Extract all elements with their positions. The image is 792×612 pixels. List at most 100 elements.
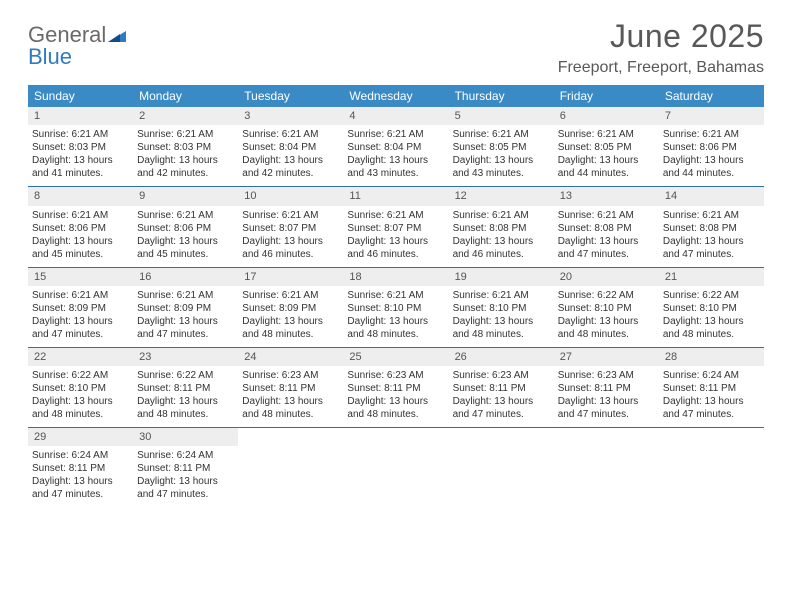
day-number-bar: 30	[133, 428, 238, 446]
sunrise-line: Sunrise: 6:24 AM	[137, 449, 234, 462]
day-cell: 13Sunrise: 6:21 AMSunset: 8:08 PMDayligh…	[554, 187, 659, 266]
day-number: 23	[139, 351, 151, 363]
sunrise-line: Sunrise: 6:21 AM	[242, 209, 339, 222]
dow-sunday: Sunday	[28, 85, 133, 107]
sunrise-line: Sunrise: 6:21 AM	[137, 209, 234, 222]
day-number-bar: 25	[343, 348, 448, 366]
day-number-bar: 10	[238, 187, 343, 205]
sunrise-line: Sunrise: 6:21 AM	[32, 289, 129, 302]
sunset-line: Sunset: 8:11 PM	[453, 382, 550, 395]
sunrise-line: Sunrise: 6:21 AM	[137, 128, 234, 141]
day-cell: 1 Sunrise: 6:21 AMSunset: 8:03 PMDaylight…	[28, 107, 133, 186]
sunrise-line: Sunrise: 6:22 AM	[137, 369, 234, 382]
day-number: 21	[665, 271, 677, 283]
day-number: 24	[244, 351, 256, 363]
sunset-line: Sunset: 8:06 PM	[32, 222, 129, 235]
day-number-bar: 8	[28, 187, 133, 205]
day-number: 14	[665, 190, 677, 202]
sunset-line: Sunset: 8:11 PM	[32, 462, 129, 475]
day-number: 10	[244, 190, 256, 202]
brand-text: General Blue	[28, 24, 126, 68]
sunrise-line: Sunrise: 6:23 AM	[242, 369, 339, 382]
day-number-bar: 21	[659, 268, 764, 286]
day-number: 25	[349, 351, 361, 363]
sunrise-line: Sunrise: 6:21 AM	[663, 209, 760, 222]
daylight-line: Daylight: 13 hours and 48 minutes.	[32, 395, 129, 421]
sunset-line: Sunset: 8:11 PM	[242, 382, 339, 395]
day-number: 26	[455, 351, 467, 363]
day-number-bar: 22	[28, 348, 133, 366]
sunset-line: Sunset: 8:11 PM	[137, 462, 234, 475]
day-cell: 17Sunrise: 6:21 AMSunset: 8:09 PMDayligh…	[238, 268, 343, 347]
daylight-line: Daylight: 13 hours and 42 minutes.	[137, 154, 234, 180]
day-number: 5	[455, 110, 461, 122]
day-number-bar: 23	[133, 348, 238, 366]
day-number-bar: 11	[343, 187, 448, 205]
week-row: 15Sunrise: 6:21 AMSunset: 8:09 PMDayligh…	[28, 268, 764, 348]
sunset-line: Sunset: 8:10 PM	[347, 302, 444, 315]
sunrise-line: Sunrise: 6:21 AM	[453, 289, 550, 302]
day-number: 7	[665, 110, 671, 122]
day-number-bar: 18	[343, 268, 448, 286]
sunrise-line: Sunrise: 6:21 AM	[453, 209, 550, 222]
daylight-line: Daylight: 13 hours and 46 minutes.	[453, 235, 550, 261]
day-number: 13	[560, 190, 572, 202]
daylight-line: Daylight: 13 hours and 48 minutes.	[347, 315, 444, 341]
dow-thursday: Thursday	[449, 85, 554, 107]
day-number: 3	[244, 110, 250, 122]
header: General Blue June 2025 Freeport, Freepor…	[28, 18, 764, 77]
day-number-bar: 2	[133, 107, 238, 125]
sunrise-line: Sunrise: 6:21 AM	[32, 128, 129, 141]
day-number: 2	[139, 110, 145, 122]
sunrise-line: Sunrise: 6:21 AM	[558, 128, 655, 141]
day-cell: 15Sunrise: 6:21 AMSunset: 8:09 PMDayligh…	[28, 268, 133, 347]
day-number: 18	[349, 271, 361, 283]
sunset-line: Sunset: 8:08 PM	[558, 222, 655, 235]
day-number-bar: 4	[343, 107, 448, 125]
daylight-line: Daylight: 13 hours and 47 minutes.	[32, 475, 129, 501]
day-cell: 21Sunrise: 6:22 AMSunset: 8:10 PMDayligh…	[659, 268, 764, 347]
sunrise-line: Sunrise: 6:22 AM	[32, 369, 129, 382]
sunset-line: Sunset: 8:04 PM	[242, 141, 339, 154]
sunrise-line: Sunrise: 6:21 AM	[242, 289, 339, 302]
daylight-line: Daylight: 13 hours and 48 minutes.	[347, 395, 444, 421]
daylight-line: Daylight: 13 hours and 47 minutes.	[663, 235, 760, 261]
day-number-bar: 6	[554, 107, 659, 125]
daylight-line: Daylight: 13 hours and 47 minutes.	[663, 395, 760, 421]
calendar: SundayMondayTuesdayWednesdayThursdayFrid…	[28, 85, 764, 507]
sunrise-line: Sunrise: 6:21 AM	[32, 209, 129, 222]
sunset-line: Sunset: 8:05 PM	[453, 141, 550, 154]
day-cell: 20Sunrise: 6:22 AMSunset: 8:10 PMDayligh…	[554, 268, 659, 347]
sunset-line: Sunset: 8:09 PM	[242, 302, 339, 315]
daylight-line: Daylight: 13 hours and 43 minutes.	[347, 154, 444, 180]
sunset-line: Sunset: 8:08 PM	[453, 222, 550, 235]
day-cell: 30Sunrise: 6:24 AMSunset: 8:11 PMDayligh…	[133, 428, 238, 507]
day-cell: 3Sunrise: 6:21 AMSunset: 8:04 PMDaylight…	[238, 107, 343, 186]
dow-tuesday: Tuesday	[238, 85, 343, 107]
daylight-line: Daylight: 13 hours and 47 minutes.	[558, 395, 655, 421]
day-number-bar: 28	[659, 348, 764, 366]
sunset-line: Sunset: 8:06 PM	[663, 141, 760, 154]
sunset-line: Sunset: 8:03 PM	[32, 141, 129, 154]
day-number-bar: 12	[449, 187, 554, 205]
sunset-line: Sunset: 8:10 PM	[32, 382, 129, 395]
daylight-line: Daylight: 13 hours and 47 minutes.	[32, 315, 129, 341]
day-number-bar: 1	[28, 107, 133, 125]
sunrise-line: Sunrise: 6:23 AM	[453, 369, 550, 382]
day-number: 27	[560, 351, 572, 363]
day-number: 15	[34, 271, 46, 283]
daylight-line: Daylight: 13 hours and 48 minutes.	[663, 315, 760, 341]
week-row: 8Sunrise: 6:21 AMSunset: 8:06 PMDaylight…	[28, 187, 764, 267]
daylight-line: Daylight: 13 hours and 41 minutes.	[32, 154, 129, 180]
day-cell: 18 Sunrise: 6:21 AMSunset: 8:10 PMDayligh…	[343, 268, 448, 347]
week-row: 22Sunrise: 6:22 AMSunset: 8:10 PMDayligh…	[28, 348, 764, 428]
daylight-line: Daylight: 13 hours and 46 minutes.	[242, 235, 339, 261]
page-subtitle: Freeport, Freeport, Bahamas	[558, 59, 764, 77]
sunrise-line: Sunrise: 6:21 AM	[347, 289, 444, 302]
day-cell: 8Sunrise: 6:21 AMSunset: 8:06 PMDaylight…	[28, 187, 133, 266]
sunrise-line: Sunrise: 6:21 AM	[663, 128, 760, 141]
day-number: 8	[34, 190, 40, 202]
sunset-line: Sunset: 8:10 PM	[663, 302, 760, 315]
day-number: 16	[139, 271, 151, 283]
day-number: 4	[349, 110, 355, 122]
